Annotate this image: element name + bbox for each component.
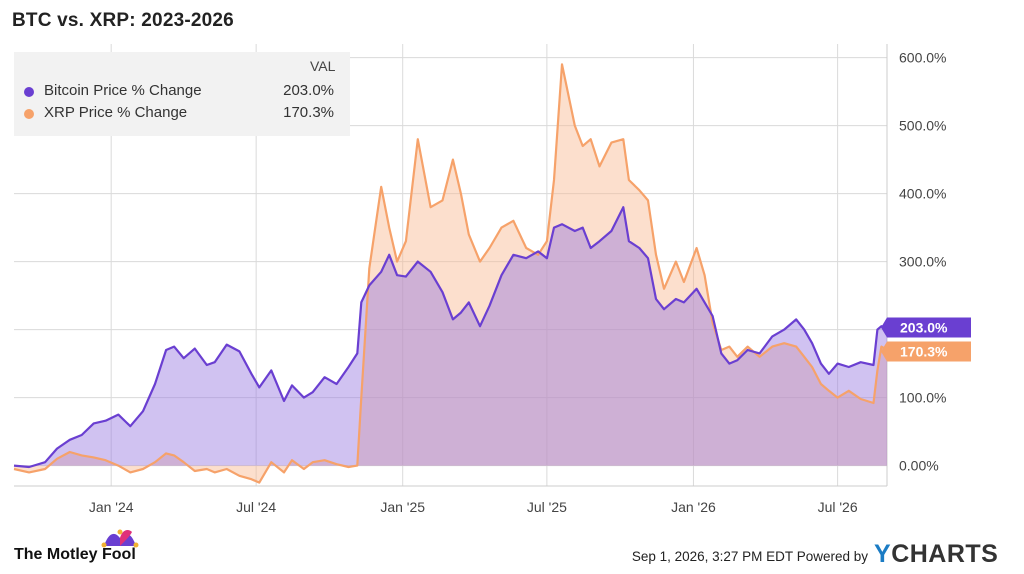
legend-item-bitcoin[interactable]: Bitcoin Price % Change 203.0% — [22, 82, 342, 102]
end-label-xrp: 170.3% — [881, 341, 971, 362]
x-tick-label: Jan '25 — [380, 499, 425, 515]
x-tick-label: Jan '26 — [671, 499, 716, 515]
legend-item-value: 170.3% — [283, 104, 334, 121]
series-lines — [13, 63, 888, 484]
x-tick-label: Jul '24 — [236, 499, 276, 515]
series-areas — [14, 64, 887, 483]
y-tick-label: 100.0% — [899, 390, 946, 406]
jester-hat-logo-icon — [101, 529, 139, 548]
x-tick-label: Jan '24 — [89, 499, 134, 515]
end-label-bitcoin: 203.0% — [881, 317, 971, 338]
end-label-text: 203.0% — [900, 320, 948, 336]
legend-item-label: Bitcoin Price % Change — [44, 82, 202, 99]
y-tick-label: 400.0% — [899, 186, 946, 202]
x-tick-label: Jul '26 — [818, 499, 858, 515]
ycharts-y-glyph: Y — [874, 540, 892, 568]
series-area-xrp — [14, 64, 887, 483]
bitcoin-series-dot-icon — [24, 87, 34, 97]
end-label-flag — [881, 317, 971, 338]
end-label-text: 170.3% — [900, 344, 948, 360]
footer-timestamp: Sep 1, 2026, 3:27 PM EDT Powered by — [632, 549, 868, 564]
legend-item-value: 203.0% — [283, 82, 334, 99]
legend: VAL Bitcoin Price % Change 203.0% XRP Pr… — [14, 52, 350, 136]
y-tick-label: 500.0% — [899, 118, 946, 134]
xrp-series-dot-icon — [24, 109, 34, 119]
x-axis-ticks: Jan '24 Jul '24 Jan '25 Jul '25 Jan '26 Jul '… — [89, 499, 858, 515]
x-tick-label: Jul '25 — [527, 499, 567, 515]
legend-item-label: XRP Price % Change — [44, 104, 188, 121]
ycharts-rest: CHARTS — [891, 540, 999, 568]
chart-title: BTC vs. XRP: 2023-2026 — [12, 10, 234, 31]
legend-header: VAL — [310, 58, 336, 74]
end-label-flag — [881, 341, 971, 362]
ycharts-logo[interactable]: YCHARTS — [874, 540, 998, 569]
y-tick-label: 300.0% — [899, 254, 946, 270]
gridlines — [14, 44, 888, 487]
brand-logo-text: The Motley Fool — [14, 546, 136, 563]
timestamp-text: Sep 1, 2026, 3:27 PM EDT — [631, 549, 793, 564]
legend-item-xrp[interactable]: XRP Price % Change 170.3% — [22, 104, 342, 124]
y-tick-label: 0.00% — [899, 458, 939, 474]
series-line-bitcoin — [13, 206, 888, 469]
y-axis-ticks: 0.00%100.0%200.0%300.0%400.0%500.0%600.0… — [899, 50, 946, 474]
powered-by-text: Powered by — [796, 549, 868, 564]
series-area-bitcoin — [14, 207, 887, 467]
y-tick-label: 600.0% — [899, 50, 946, 66]
end-value-labels: 203.0% 170.3% — [881, 317, 971, 362]
